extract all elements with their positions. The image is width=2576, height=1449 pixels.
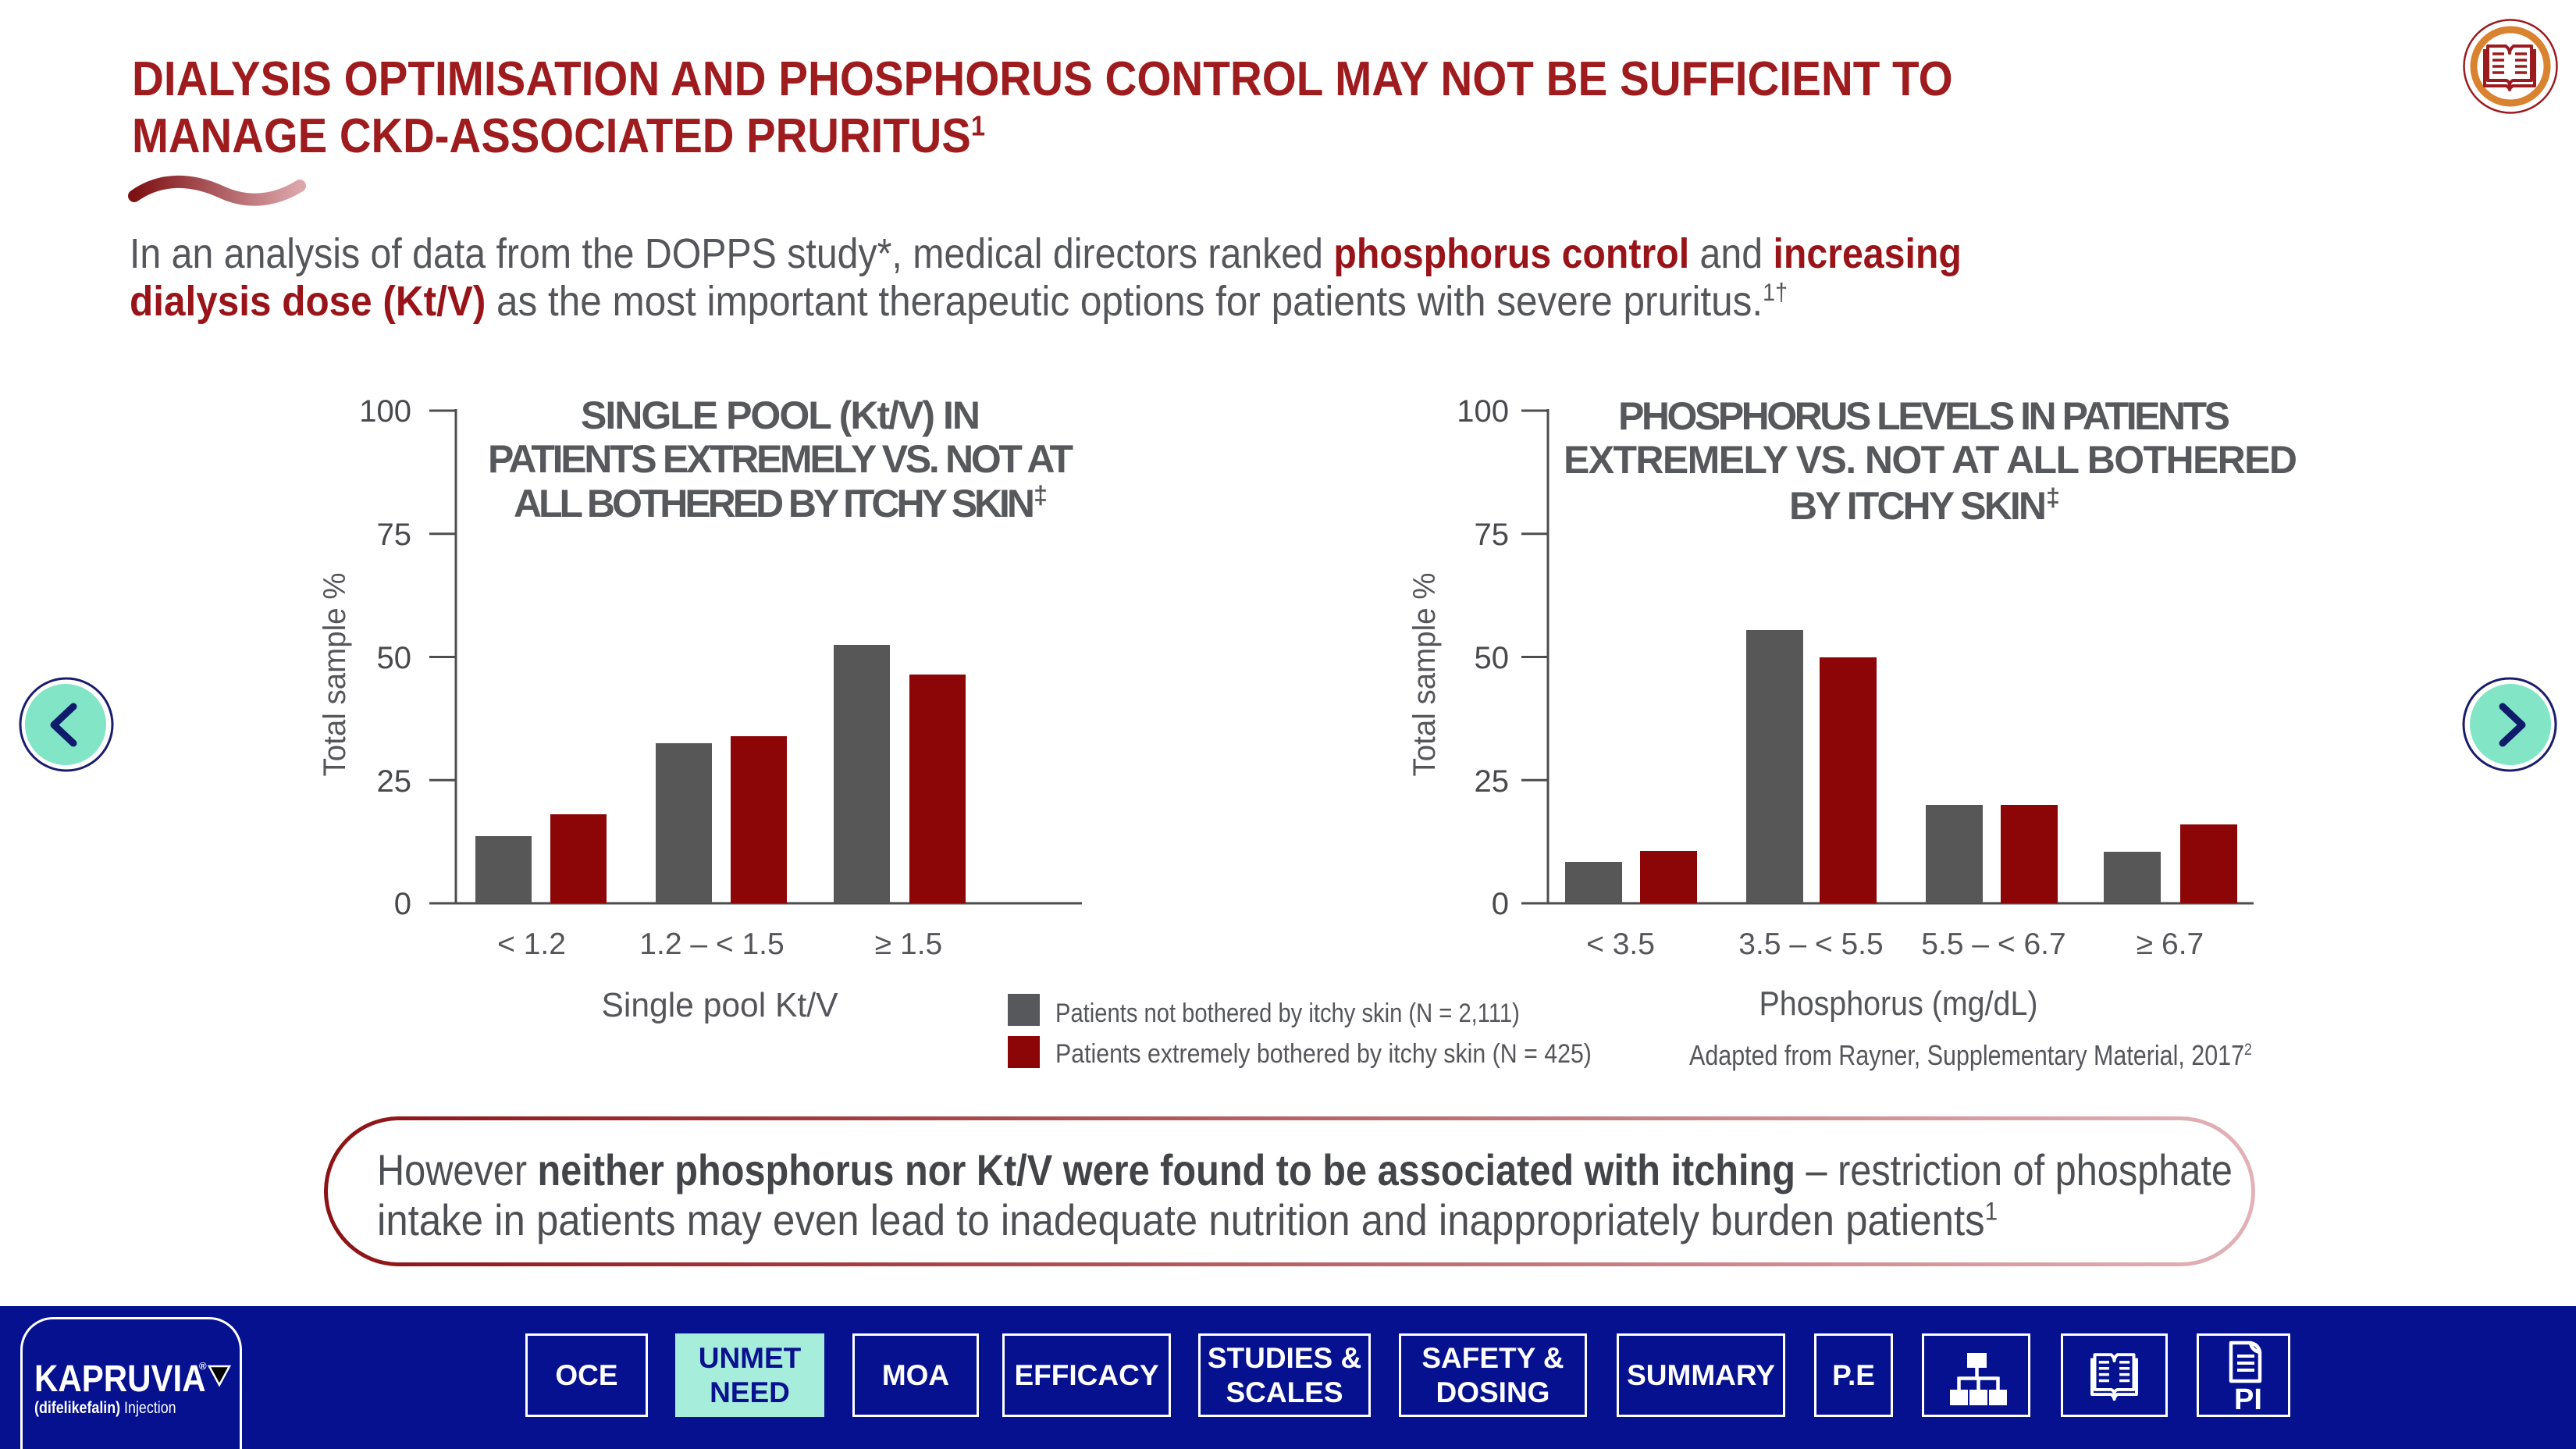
svg-text:75: 75 [1475,518,1510,552]
svg-text:BY ITCHY SKIN: BY ITCHY SKIN [1789,484,2047,528]
svg-text:PHOSPHORUS LEVELS IN PATIENTS: PHOSPHORUS LEVELS IN PATIENTS [1618,394,2230,438]
svg-text:100: 100 [359,394,411,429]
svg-text:0: 0 [1492,887,1509,921]
svg-text:ALL BOTHERED BY ITCHY SKIN: ALL BOTHERED BY ITCHY SKIN [514,482,1035,525]
svg-text:≥ 6.7: ≥ 6.7 [2137,927,2204,961]
svg-text:‡: ‡ [1034,481,1048,509]
svg-text:Total sample %: Total sample % [1407,573,1442,777]
svg-text:5.5 – < 6.7: 5.5 – < 6.7 [1921,927,2065,961]
svg-text:50: 50 [1475,641,1510,675]
svg-text:Total sample %: Total sample % [318,573,352,777]
svg-text:100: 100 [1457,394,1509,429]
svg-text:Single pool Kt/V: Single pool Kt/V [602,986,839,1024]
svg-text:0: 0 [394,887,411,921]
svg-text:PATIENTS EXTREMELY VS. NOT AT: PATIENTS EXTREMELY VS. NOT AT [488,437,1073,481]
svg-text:PI: PI [2234,1383,2262,1416]
svg-text:< 3.5: < 3.5 [1586,927,1655,961]
svg-text:SINGLE POOL (Kt/V) IN: SINGLE POOL (Kt/V) IN [581,393,980,437]
svg-text:50: 50 [377,641,412,675]
svg-text:< 1.2: < 1.2 [497,927,566,961]
svg-text:®: ® [199,1360,207,1372]
svg-text:‡: ‡ [2046,483,2060,511]
svg-text:≥ 1.5: ≥ 1.5 [875,927,942,961]
svg-text:EXTREMELY VS. NOT AT ALL BOTHE: EXTREMELY VS. NOT AT ALL BOTHERED [1564,438,2297,482]
svg-text:25: 25 [1475,764,1510,799]
svg-text:25: 25 [377,764,412,799]
svg-text:3.5 – < 5.5: 3.5 – < 5.5 [1738,927,1883,961]
svg-text:75: 75 [377,518,412,552]
svg-text:Phosphorus (mg/dL): Phosphorus (mg/dL) [1759,984,2038,1023]
svg-text:1.2 – < 1.5: 1.2 – < 1.5 [639,927,784,961]
